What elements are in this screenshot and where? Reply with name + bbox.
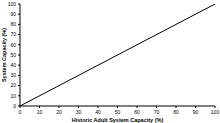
svg-text:30: 30 [10, 72, 16, 78]
svg-text:Historic Adult System Capacity: Historic Adult System Capacity (%) [72, 117, 164, 123]
svg-text:50: 50 [115, 109, 121, 115]
svg-text:0: 0 [19, 109, 22, 115]
svg-text:20: 20 [10, 82, 16, 88]
svg-text:40: 40 [95, 109, 101, 115]
svg-text:100: 100 [8, 1, 16, 7]
svg-text:60: 60 [10, 42, 16, 48]
svg-text:70: 70 [10, 31, 16, 37]
svg-text:0: 0 [13, 103, 16, 109]
svg-text:50: 50 [10, 52, 16, 58]
svg-text:70: 70 [154, 109, 160, 115]
svg-text:60: 60 [134, 109, 140, 115]
svg-text:80: 80 [173, 109, 179, 115]
svg-text:30: 30 [76, 109, 82, 115]
svg-text:40: 40 [10, 62, 16, 68]
svg-text:100: 100 [211, 109, 212, 115]
svg-text:80: 80 [10, 21, 16, 27]
svg-text:90: 90 [193, 109, 199, 115]
svg-text:10: 10 [37, 109, 43, 115]
svg-text:20: 20 [56, 109, 62, 115]
svg-text:10: 10 [10, 93, 16, 99]
svg-text:90: 90 [10, 11, 16, 17]
